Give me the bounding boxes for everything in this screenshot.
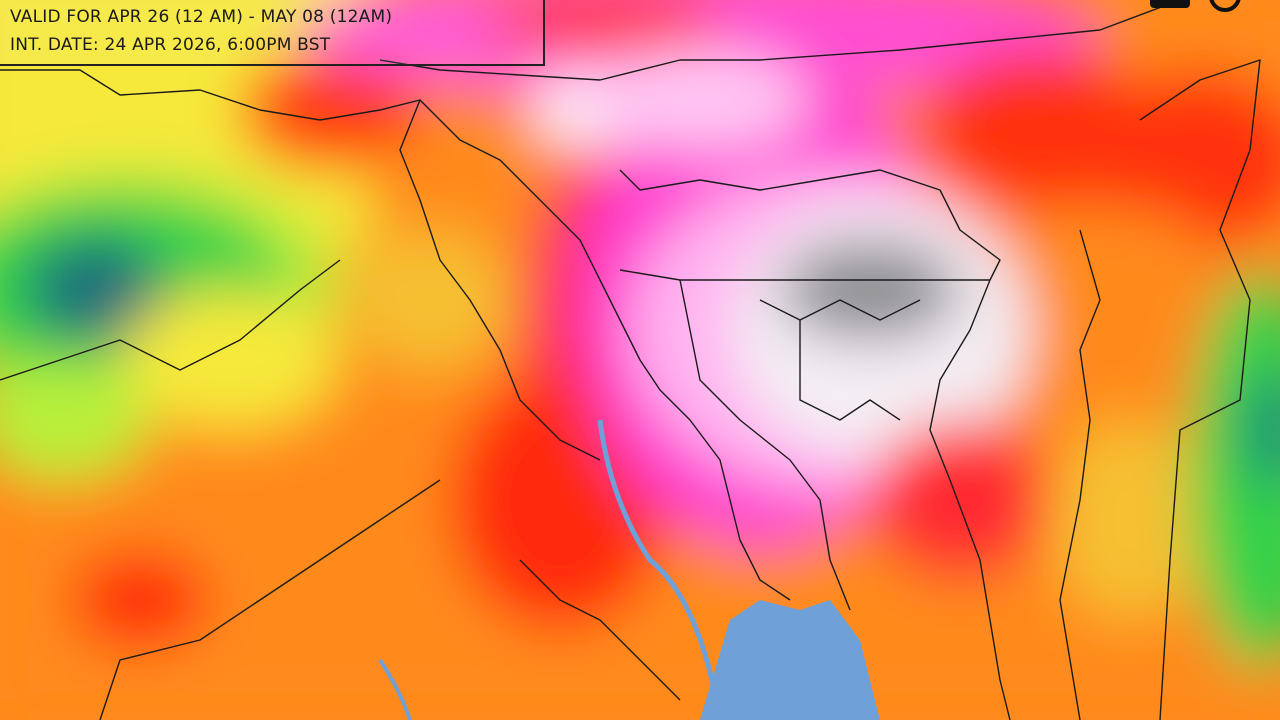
valid-period-text: VALID FOR APR 26 (12 AM) - MAY 08 (12AM) <box>10 7 393 27</box>
bay-of-bengal-water <box>378 419 880 720</box>
init-date-text: INT. DATE: 24 APR 2026, 6:00PM BST <box>10 35 331 55</box>
forecast-info-box: VALID FOR APR 26 (12 AM) - MAY 08 (12AM)… <box>0 0 545 66</box>
brand-logo <box>1150 0 1241 12</box>
